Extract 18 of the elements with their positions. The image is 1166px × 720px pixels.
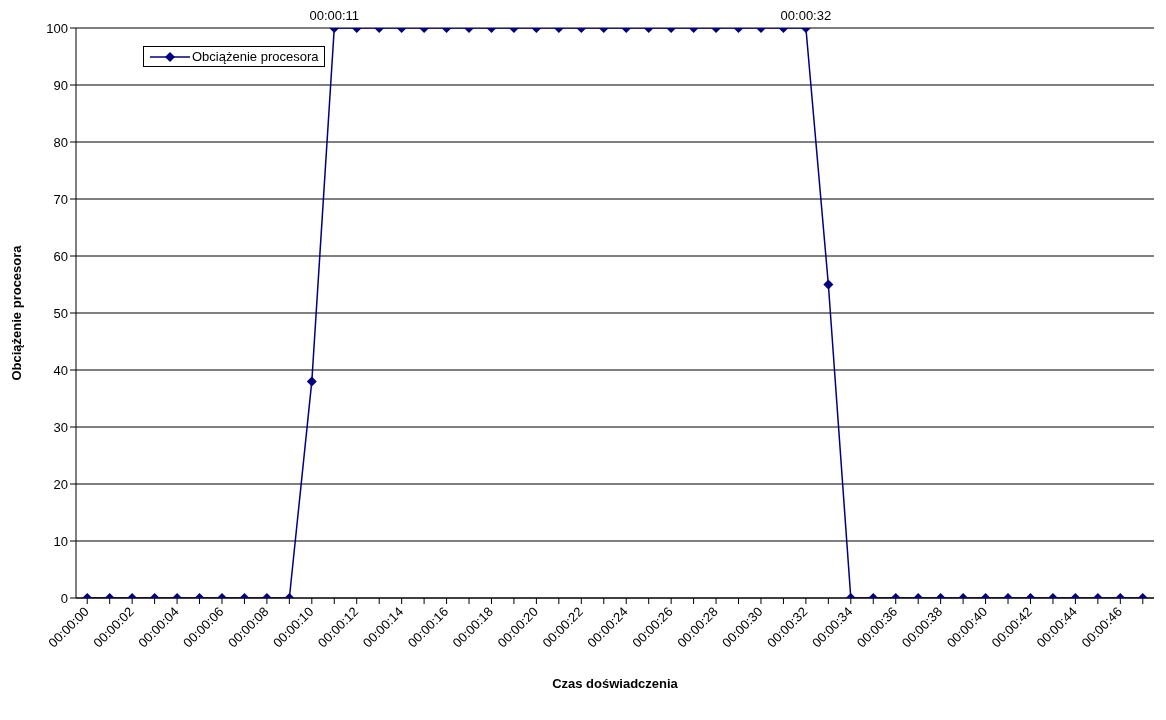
annotation: 00:00:11 xyxy=(309,8,360,23)
y-tick-label: 50 xyxy=(53,305,68,321)
y-tick-label: 20 xyxy=(53,476,68,492)
y-tick-label: 30 xyxy=(53,419,68,435)
y-tick-label: 70 xyxy=(53,191,68,207)
y-tick-label: 80 xyxy=(53,134,68,150)
y-tick-label: 10 xyxy=(53,533,68,549)
y-tick-label: 60 xyxy=(53,248,68,264)
x-axis-title: Czas doświadczenia xyxy=(552,676,679,691)
y-axis-title: Obciążenie procesora xyxy=(8,244,24,381)
point xyxy=(306,376,317,387)
legend-label: Obciążenie procesora xyxy=(192,49,319,64)
y-tick-label: 90 xyxy=(53,77,68,93)
y-tick-label: 40 xyxy=(53,362,68,378)
y-tick-label: 100 xyxy=(46,20,68,36)
y-tick-label: 0 xyxy=(60,590,68,606)
point xyxy=(823,279,834,290)
annotation: 00:00:32 xyxy=(780,8,832,23)
